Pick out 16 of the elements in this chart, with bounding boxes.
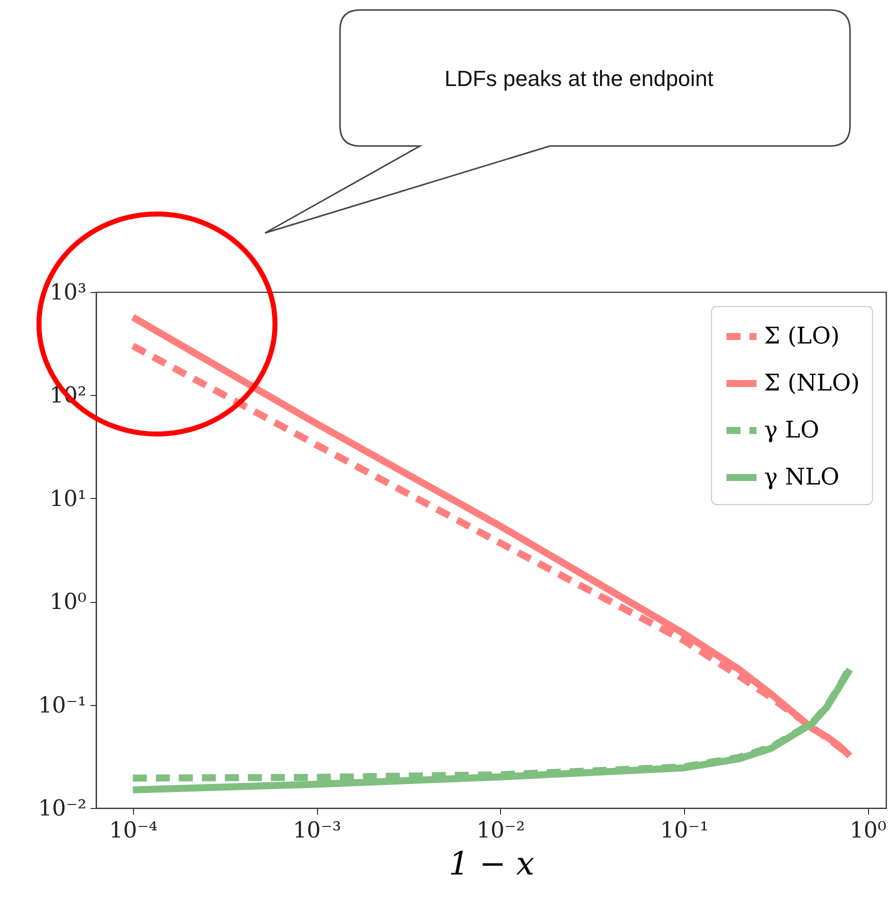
legend-label: γ LO <box>764 418 820 444</box>
x-tick-label: 10⁻¹ <box>660 818 709 844</box>
legend-label: Σ (LO) <box>764 324 840 350</box>
y-tick-label: 10⁻¹ <box>38 693 86 718</box>
y-tick-label: 10⁻² <box>38 796 86 822</box>
x-tick-label: 10⁻⁴ <box>109 818 158 844</box>
x-tick-label: 10⁻² <box>476 818 525 844</box>
text: LDFs peaks at the endpoint <box>444 66 714 91</box>
y-tick-label: 10¹ <box>50 486 86 512</box>
x-tick-label: 10⁻³ <box>292 818 342 844</box>
legend-label: Σ (NLO) <box>764 370 860 396</box>
x-axis-title: 1 − x <box>448 844 534 882</box>
y-tick-label: 10⁰ <box>50 590 87 616</box>
y-tick-label: 10³ <box>50 280 86 306</box>
x-tick-label: 10⁰ <box>850 818 887 844</box>
legend-label: γ NLO <box>764 464 840 490</box>
